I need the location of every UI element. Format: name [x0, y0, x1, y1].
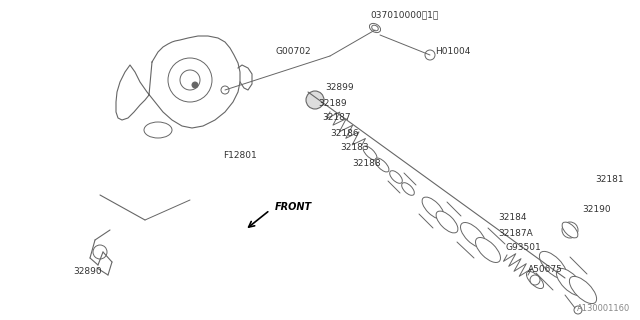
Ellipse shape — [476, 237, 500, 262]
Ellipse shape — [540, 252, 566, 279]
Text: A50675: A50675 — [528, 266, 563, 275]
Ellipse shape — [461, 222, 486, 247]
Circle shape — [530, 275, 540, 285]
Circle shape — [192, 82, 198, 88]
Ellipse shape — [422, 197, 444, 219]
Ellipse shape — [570, 276, 596, 304]
Text: FRONT: FRONT — [275, 202, 312, 212]
Ellipse shape — [402, 183, 414, 195]
Ellipse shape — [556, 268, 584, 296]
Circle shape — [306, 91, 324, 109]
Text: 32190: 32190 — [582, 205, 611, 214]
Circle shape — [221, 86, 229, 94]
Text: 32184: 32184 — [498, 213, 527, 222]
Text: 32187: 32187 — [322, 114, 351, 123]
Ellipse shape — [562, 222, 578, 238]
Text: 32899: 32899 — [325, 84, 354, 92]
Circle shape — [93, 245, 107, 259]
Circle shape — [180, 70, 200, 90]
Ellipse shape — [369, 23, 381, 33]
Text: F12801: F12801 — [223, 150, 257, 159]
Text: 32181: 32181 — [595, 175, 623, 185]
Ellipse shape — [363, 146, 377, 160]
Ellipse shape — [144, 122, 172, 138]
Text: A130001160: A130001160 — [577, 304, 630, 313]
Circle shape — [574, 306, 582, 314]
Ellipse shape — [436, 211, 458, 233]
Ellipse shape — [527, 271, 543, 289]
Ellipse shape — [375, 158, 389, 172]
Text: 037010000（1）: 037010000（1） — [370, 11, 438, 20]
Circle shape — [425, 50, 435, 60]
Text: 32890: 32890 — [73, 268, 102, 276]
Ellipse shape — [372, 25, 378, 31]
Circle shape — [562, 222, 578, 238]
Text: G93501: G93501 — [505, 244, 541, 252]
Text: H01004: H01004 — [435, 47, 470, 57]
Text: 32189: 32189 — [318, 99, 347, 108]
Circle shape — [168, 58, 212, 102]
Text: 32187A: 32187A — [498, 228, 532, 237]
Text: 32183: 32183 — [340, 143, 369, 153]
Ellipse shape — [390, 171, 403, 183]
Text: 32186: 32186 — [330, 129, 358, 138]
Text: 32188: 32188 — [352, 158, 381, 167]
Text: G00702: G00702 — [275, 47, 310, 57]
